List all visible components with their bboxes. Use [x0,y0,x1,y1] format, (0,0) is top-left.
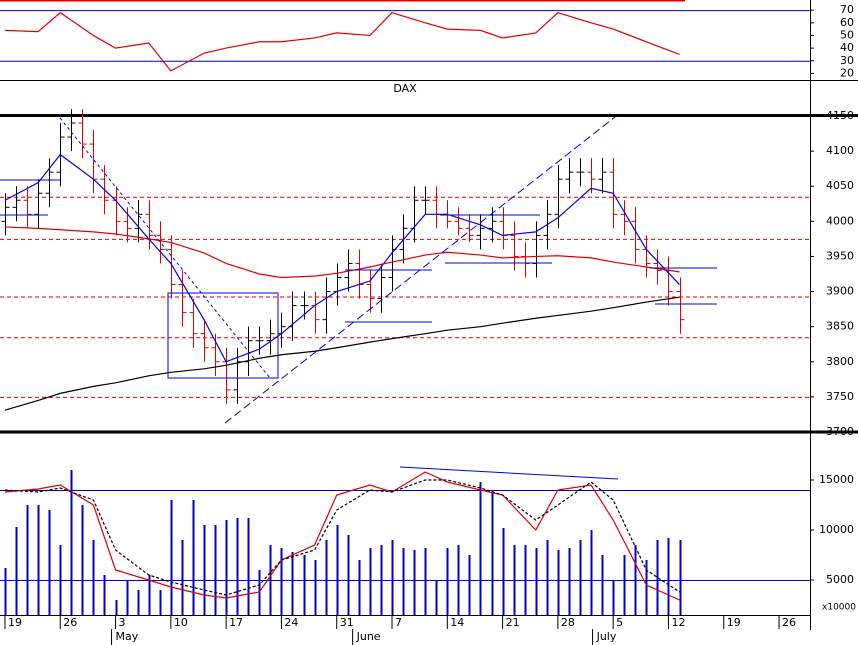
annotations [0,116,717,480]
x-tick-label: 17 [229,616,243,629]
y-tick-label: 60 [840,16,854,29]
y-tick-label: 3850 [826,320,854,333]
x-tick-label: 10 [174,616,188,629]
unit-label: x10000 [822,603,856,613]
x-tick-label: 21 [506,616,520,629]
series-line [4,471,680,601]
y-tick-label: 15000 [819,473,854,486]
month-label: June [356,630,381,643]
y-tick-label: 5000 [826,573,854,586]
y-tick-label: 3900 [826,285,854,298]
x-tick-label: 7 [395,616,402,629]
x-tick-label: 26 [63,616,77,629]
y-tick-label: 4100 [826,144,854,157]
month-label: July [596,630,617,643]
x-tick-label: 28 [561,616,575,629]
x-tick-label: 26 [782,616,796,629]
y-tick-label: 40 [840,41,854,54]
trend-line [59,117,271,379]
y-tick-label: 4050 [826,179,854,192]
series-line [4,11,680,72]
chart-title: DAX [393,82,417,95]
x-tick-label: 5 [616,616,623,629]
x-tick-label: 24 [284,616,298,629]
y-tick-label: 3700 [826,425,854,438]
y-tick-label: 3800 [826,355,854,368]
y-tick-label: 50 [840,28,854,41]
series-line [4,479,680,596]
x-tick-label: 19 [8,616,22,629]
y-tick-label: 10000 [819,523,854,536]
y-tick-label: 3750 [826,390,854,403]
x-tick-label: 3 [119,616,126,629]
x-tick-label: 12 [671,616,685,629]
y-tick-label: 20 [840,66,854,79]
y-tick-label: 4150 [826,109,854,122]
month-label: May [116,630,139,643]
y-tick-label: 30 [840,54,854,67]
y-tick-label: 70 [840,3,854,16]
y-tick-label: 3950 [826,249,854,262]
x-tick-label: 19 [727,616,741,629]
trend-line [399,466,619,480]
x-tick-label: 31 [340,616,354,629]
series-line [4,296,680,411]
series-line [4,153,680,363]
series-line [4,226,680,279]
box [167,292,279,379]
x-tick-label: 14 [450,616,464,629]
y-tick-label: 4000 [826,214,854,227]
